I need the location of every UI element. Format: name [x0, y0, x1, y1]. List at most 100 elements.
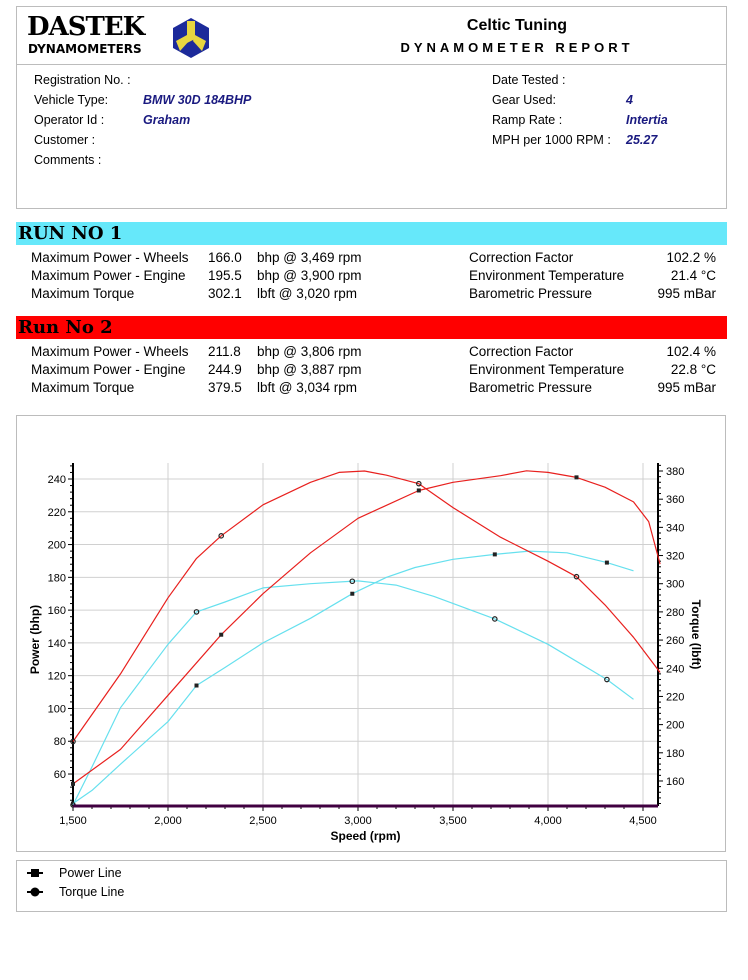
run-value: 166.0: [208, 250, 242, 265]
run2-power-marker: [71, 781, 75, 786]
run-unit: lbft @ 3,020 rpm: [257, 286, 357, 301]
logo-subtext: DYNAMOMETERS: [28, 42, 142, 56]
run-label: Maximum Torque: [31, 380, 135, 395]
run-title-bar: Run No 2: [16, 316, 727, 339]
run1-power-marker: [71, 801, 75, 806]
power-marker-icon: [27, 869, 43, 877]
y2-tick-label: 380: [666, 466, 684, 478]
info-label: Date Tested :: [492, 73, 566, 87]
y-tick-label: 60: [54, 769, 66, 781]
y-axis-label: Power (bhp): [28, 605, 42, 674]
run-unit: lbft @ 3,034 rpm: [257, 380, 357, 395]
run2-torque-line: [72, 470, 661, 742]
run1-power-marker: [604, 560, 609, 565]
run1-power-marker: [350, 591, 355, 596]
info-label: Customer :: [34, 133, 96, 147]
run-unit: bhp @ 3,887 rpm: [257, 362, 362, 377]
y2-tick-label: 280: [666, 607, 684, 619]
legend-torque: Torque Line: [59, 885, 125, 899]
run-label: Maximum Torque: [31, 286, 135, 301]
x-tick-label: 1,500: [59, 815, 87, 827]
x-tick-label: 3,000: [344, 815, 372, 827]
info-value: BMW 30D 184BHP: [143, 93, 252, 107]
run-value: 379.5: [208, 380, 242, 395]
y2-tick-label: 320: [666, 551, 684, 563]
run-evalue: 102.4 %: [666, 344, 716, 359]
run-evalue: 102.2 %: [666, 250, 716, 265]
divider: [17, 64, 726, 65]
x-tick-label: 4,000: [534, 815, 562, 827]
info-label: Comments :: [34, 153, 102, 167]
info-label: MPH per 1000 RPM :: [492, 133, 611, 147]
y2-tick-label: 180: [666, 748, 684, 760]
x-tick-label: 2,500: [249, 815, 277, 827]
run1-power-marker: [492, 552, 497, 557]
run1-power-marker: [194, 683, 199, 688]
run-elabel: Correction Factor: [469, 344, 574, 359]
run-unit: bhp @ 3,469 rpm: [257, 250, 362, 265]
info-label: Registration No. :: [34, 73, 131, 87]
y-tick-label: 160: [48, 605, 66, 617]
logo-cube-icon: [173, 18, 209, 58]
y2-tick-label: 240: [666, 663, 684, 675]
run1-torque-marker: [193, 609, 200, 615]
run2-torque-marker: [415, 480, 422, 487]
info-value: 25.27: [626, 133, 658, 147]
info-label: Ramp Rate :: [492, 113, 563, 127]
run-elabel: Barometric Pressure: [469, 286, 593, 301]
y-tick-label: 120: [48, 671, 66, 683]
y2-tick-label: 340: [666, 522, 684, 534]
info-label: Vehicle Type:: [34, 93, 109, 107]
x-axis-label: Speed (rpm): [330, 829, 400, 843]
y2-axis-label: Torque (lbft): [689, 600, 703, 670]
run-evalue: 995 mBar: [657, 380, 716, 395]
run-label: Maximum Power - Engine: [31, 362, 186, 377]
y-tick-label: 180: [48, 572, 66, 584]
run2-power-marker: [219, 632, 224, 637]
run2-torque-marker: [218, 533, 225, 539]
run-title-bar: RUN NO 1: [16, 222, 727, 245]
info-value: Graham: [143, 113, 191, 127]
x-tick-label: 4,500: [629, 815, 657, 827]
company-name: Celtic Tuning: [466, 17, 568, 34]
legend-power: Power Line: [59, 866, 122, 880]
legend: Power Line Torque Line: [16, 860, 727, 912]
logo-text: DASTEK: [27, 12, 145, 42]
info-label: Operator Id :: [34, 113, 105, 127]
run-value: 302.1: [208, 286, 242, 301]
x-tick-label: 2,000: [154, 815, 182, 827]
run-value: 195.5: [208, 268, 242, 283]
y2-tick-label: 200: [666, 720, 684, 732]
run1-torque-line: [72, 580, 634, 806]
run-evalue: 995 mBar: [657, 286, 716, 301]
run-value: 211.8: [208, 344, 241, 359]
run2-torque-marker: [70, 738, 76, 745]
run2-power-marker: [416, 488, 421, 493]
torque-marker-icon: [27, 887, 43, 897]
run-elabel: Correction Factor: [469, 250, 574, 265]
run1-torque-marker: [491, 616, 498, 622]
run1-power-line: [72, 550, 634, 804]
run-evalue: 21.4 °C: [670, 268, 716, 283]
y-tick-label: 100: [48, 703, 66, 715]
run-elabel: Environment Temperature: [469, 362, 625, 377]
run-elabel: Barometric Pressure: [469, 380, 593, 395]
dyno-chart: 1,500 2,000 2,500 3,000 3,500 4,000 4,500 60 80 1…: [16, 415, 726, 852]
y2-tick-label: 360: [666, 494, 684, 506]
run2-power-line: [72, 470, 661, 785]
y2-tick-label: 220: [666, 691, 684, 703]
info-value: Intertia: [626, 113, 668, 127]
run-label: Maximum Power - Engine: [31, 268, 186, 283]
y2-tick-label: 260: [666, 635, 684, 647]
x-tick-label: 3,500: [439, 815, 467, 827]
run1-torque-marker: [604, 676, 610, 683]
y-tick-label: 220: [48, 507, 66, 519]
y-tick-label: 80: [54, 736, 66, 748]
chart-svg: 1,500 2,000 2,500 3,000 3,500 4,000 4,500 60 80 1…: [28, 463, 703, 843]
run-label: Maximum Power - Wheels: [31, 250, 189, 265]
run2-torque-marker: [573, 573, 580, 580]
run-unit: bhp @ 3,900 rpm: [257, 268, 362, 283]
run-label: Maximum Power - Wheels: [31, 344, 189, 359]
info-label: Gear Used:: [492, 93, 556, 107]
